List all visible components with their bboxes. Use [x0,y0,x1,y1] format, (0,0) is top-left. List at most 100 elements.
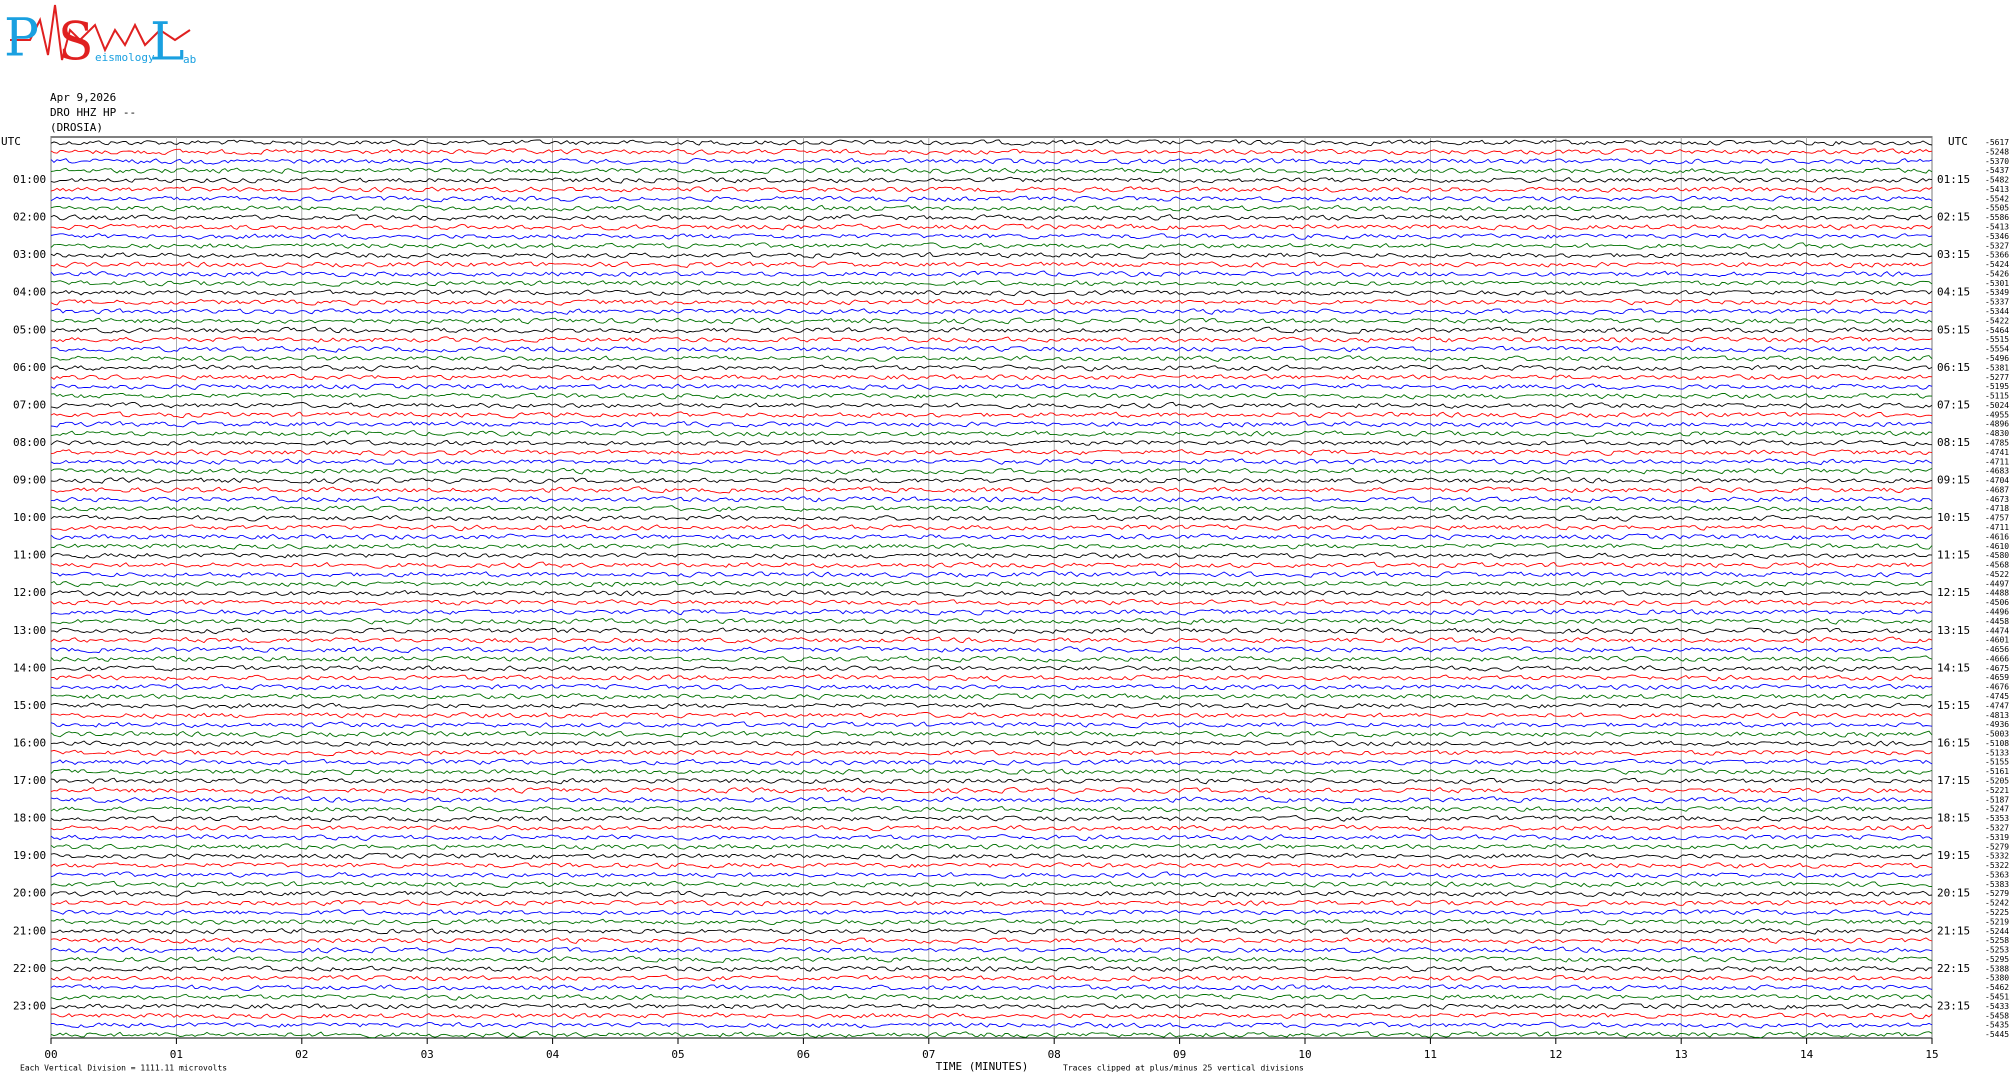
trace-offset: -5247 [1985,805,2009,814]
trace-offset: -5225 [1985,908,2009,917]
trace-offset: -5424 [1985,260,2009,269]
trace [50,467,1933,475]
trace-offset: -4673 [1985,495,2009,504]
trace [50,862,1933,869]
hour-label: 10:15 [1937,511,1970,524]
trace [50,167,1933,174]
trace-offset: -4757 [1985,514,2009,523]
hour-label: 16:00 [13,736,46,749]
trace [50,514,1933,522]
trace [50,946,1933,954]
trace-offset: -5363 [1985,870,2009,879]
x-tick-label: 15 [1925,1048,1938,1061]
trace-offset: -4675 [1985,664,2009,673]
trace-offset: -5505 [1985,204,2009,213]
trace [50,852,1933,860]
hour-label: 01:00 [13,173,46,186]
trace-offset: -5242 [1985,899,2009,908]
trace-offset: -4785 [1985,438,2009,447]
hour-label: 23:00 [13,999,46,1012]
trace [50,617,1933,625]
trace-offset: -5279 [1985,842,2009,851]
utc-label: UTC [1948,135,1968,148]
trace [50,890,1933,897]
trace-offset: -5451 [1985,992,2009,1001]
hour-label: 12:00 [13,586,46,599]
trace-offset: -5115 [1985,392,2009,401]
hour-label: 08:00 [13,436,46,449]
trace [50,636,1933,644]
trace-offset: -5349 [1985,288,2009,297]
trace [50,777,1933,785]
x-tick-label: 14 [1800,1048,1814,1061]
hour-label: 23:15 [1937,999,1970,1012]
trace [50,270,1933,278]
trace [50,740,1933,747]
hour-label: 06:15 [1937,361,1970,374]
trace-offset: -5381 [1985,363,2009,372]
trace [50,796,1933,804]
trace [50,204,1933,212]
hour-label: 17:15 [1937,774,1970,787]
trace-offset: -5344 [1985,307,2009,316]
trace [50,439,1933,447]
hour-label: 19:00 [13,849,46,862]
trace [50,542,1933,550]
trace [50,430,1933,438]
trace-offset: -5024 [1985,401,2009,410]
trace-offset: -5205 [1985,777,2009,786]
trace [50,749,1933,757]
x-tick-label: 11 [1424,1048,1437,1061]
trace [50,355,1933,363]
trace-offset: -4704 [1985,476,2009,485]
trace [50,721,1933,729]
x-tick-label: 06 [797,1048,810,1061]
hour-label: 13:15 [1937,624,1970,637]
trace-offset: -4506 [1985,598,2009,607]
logo-wave [10,4,191,61]
trace [50,815,1933,823]
trace-offset: -4659 [1985,673,2009,682]
trace [50,524,1933,532]
trace-offset: -5542 [1985,194,2009,203]
trace [50,1003,1933,1010]
trace [50,373,1933,381]
scale-note: Each Vertical Division = 1111.11 microvo… [20,1064,227,1073]
trace-offset: -5322 [1985,861,2009,870]
trace-offset: -5277 [1985,373,2009,382]
hour-label: 21:15 [1937,924,1970,937]
trace [50,805,1933,813]
trace-offset: -5370 [1985,157,2009,166]
trace [50,449,1933,456]
trace-offset: -5003 [1985,730,2009,739]
trace [50,280,1933,287]
trace-offset: -4676 [1985,683,2009,692]
hour-label: 14:00 [13,661,46,674]
trace-offset: -4741 [1985,448,2009,457]
hour-label: 12:15 [1937,586,1970,599]
trace [50,1021,1933,1029]
x-tick-label: 10 [1298,1048,1311,1061]
trace [50,242,1933,250]
logo-letter: L [150,13,185,73]
trace [50,758,1933,766]
trace [50,232,1933,240]
trace [50,918,1933,926]
trace [50,298,1933,306]
trace-offset: -5413 [1985,223,2009,232]
trace [50,214,1933,221]
trace-offset: -5413 [1985,185,2009,194]
header-line: (DROSIA) [50,121,103,134]
header-line: Apr 9,2026 [50,91,116,104]
trace-offset: -5301 [1985,279,2009,288]
trace-offset: -5464 [1985,326,2009,335]
trace-offset: -4568 [1985,561,2009,570]
trace-offset: -5327 [1985,241,2009,250]
trace [50,824,1933,832]
trace [50,589,1933,597]
trace-offset: -4496 [1985,608,2009,617]
trace-offset: -5248 [1985,147,2009,156]
trace [50,420,1933,428]
trace [50,552,1933,560]
trace [50,927,1933,935]
